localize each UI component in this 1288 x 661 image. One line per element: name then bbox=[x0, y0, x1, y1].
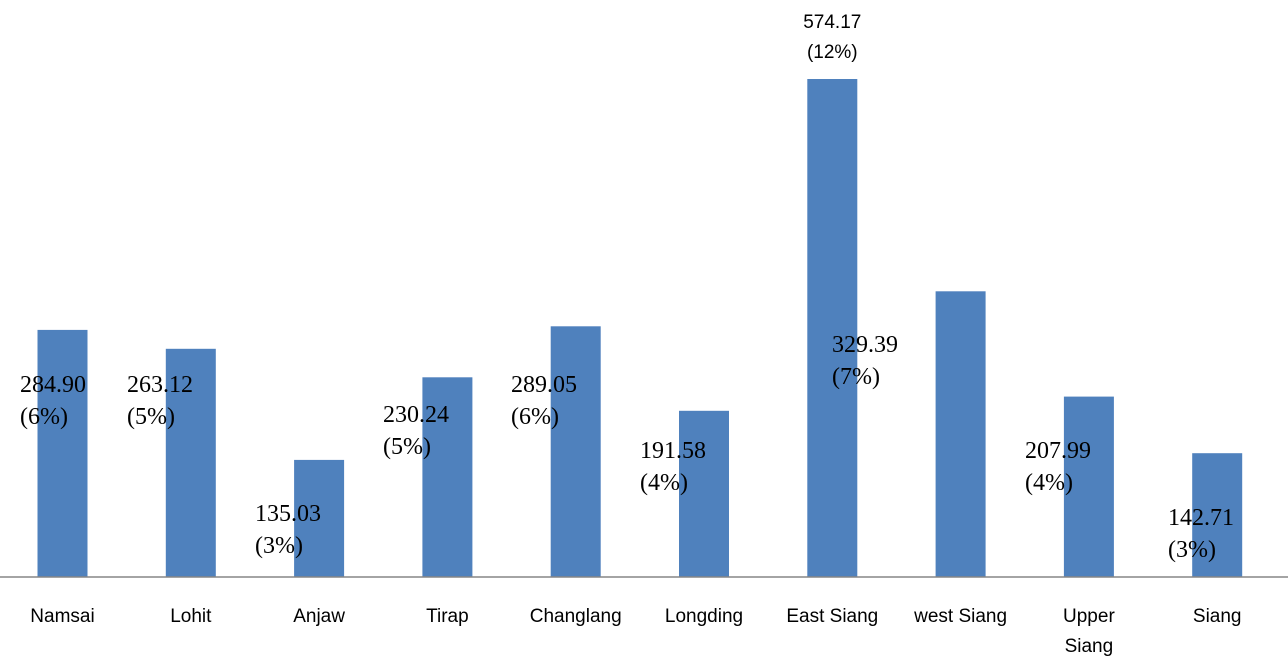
category-label-5: Longding bbox=[665, 606, 743, 627]
bar-1 bbox=[165, 348, 216, 577]
data-label-3: 230.24 (5%) bbox=[383, 402, 449, 460]
bars-group bbox=[37, 79, 1243, 577]
category-label-8: Upper Siang bbox=[1063, 606, 1115, 657]
data-label-line: 284.90 bbox=[20, 372, 86, 398]
data-label-6: 574.17 (12%) bbox=[803, 12, 861, 63]
category-label-1: Lohit bbox=[170, 606, 212, 627]
data-label-2: 135.03 (3%) bbox=[255, 501, 321, 559]
data-label-line: 289.05 bbox=[511, 372, 577, 398]
data-label-line: (4%) bbox=[640, 470, 688, 496]
bar-9 bbox=[1192, 453, 1243, 577]
data-label-line: (5%) bbox=[127, 404, 175, 430]
category-label-line: Upper bbox=[1063, 606, 1115, 627]
data-label-8: 207.99 (4%) bbox=[1025, 438, 1091, 496]
data-label-line: 574.17 bbox=[803, 12, 861, 33]
data-label-line: 142.71 bbox=[1168, 505, 1234, 531]
bar-0 bbox=[37, 329, 88, 577]
category-label-line: Anjaw bbox=[293, 606, 345, 627]
bar-5 bbox=[679, 410, 729, 577]
category-label-line: Siang bbox=[1065, 636, 1114, 657]
data-label-line: 191.58 bbox=[640, 438, 706, 464]
bar-4 bbox=[550, 326, 601, 577]
data-label-line: (3%) bbox=[1168, 537, 1216, 563]
data-label-9: 142.71 (3%) bbox=[1168, 505, 1234, 563]
bar-2 bbox=[294, 459, 345, 577]
category-label-line: Changlang bbox=[530, 606, 622, 627]
category-label-6: East Siang bbox=[786, 606, 878, 627]
data-label-line: 207.99 bbox=[1025, 438, 1091, 464]
data-label-line: (4%) bbox=[1025, 470, 1073, 496]
category-labels-group: Namsai Lohit Anjaw Tirap Changlang Longding Ea… bbox=[30, 606, 1241, 657]
category-label-0: Namsai bbox=[30, 606, 94, 627]
category-label-line: Siang bbox=[1193, 606, 1242, 627]
bar-7 bbox=[935, 291, 986, 577]
data-label-7: 329.39 (7%) bbox=[832, 332, 898, 390]
category-label-9: Siang bbox=[1193, 606, 1242, 627]
data-label-5: 191.58 (4%) bbox=[640, 438, 706, 496]
category-label-line: Tirap bbox=[426, 606, 469, 627]
bar-3 bbox=[422, 377, 473, 577]
bar-6 bbox=[807, 79, 858, 577]
data-labels-group: 284.90 (6%) 263.12 (5%) 135.03 (3%) 230.24 (5%)… bbox=[20, 12, 1234, 563]
data-label-line: (12%) bbox=[807, 42, 858, 63]
category-label-3: Tirap bbox=[426, 606, 469, 627]
category-label-line: west Siang bbox=[913, 606, 1007, 627]
data-label-line: (7%) bbox=[832, 364, 880, 390]
data-label-0: 284.90 (6%) bbox=[20, 372, 86, 430]
category-label-4: Changlang bbox=[530, 606, 622, 627]
category-label-line: Lohit bbox=[170, 606, 212, 627]
bar-8 bbox=[1063, 396, 1114, 577]
category-label-2: Anjaw bbox=[293, 606, 345, 627]
data-label-line: (3%) bbox=[255, 533, 303, 559]
data-label-line: (6%) bbox=[511, 404, 559, 430]
category-label-7: west Siang bbox=[913, 606, 1007, 627]
data-label-line: (6%) bbox=[20, 404, 68, 430]
category-label-line: Namsai bbox=[30, 606, 94, 627]
category-label-line: Longding bbox=[665, 606, 743, 627]
data-label-line: 329.39 bbox=[832, 332, 898, 358]
data-label-line: (5%) bbox=[383, 434, 431, 460]
data-label-line: 135.03 bbox=[255, 501, 321, 527]
data-label-line: 230.24 bbox=[383, 402, 449, 428]
category-label-line: East Siang bbox=[786, 606, 878, 627]
data-label-4: 289.05 (6%) bbox=[511, 372, 577, 430]
data-label-line: 263.12 bbox=[127, 372, 193, 398]
data-label-1: 263.12 (5%) bbox=[127, 372, 193, 430]
